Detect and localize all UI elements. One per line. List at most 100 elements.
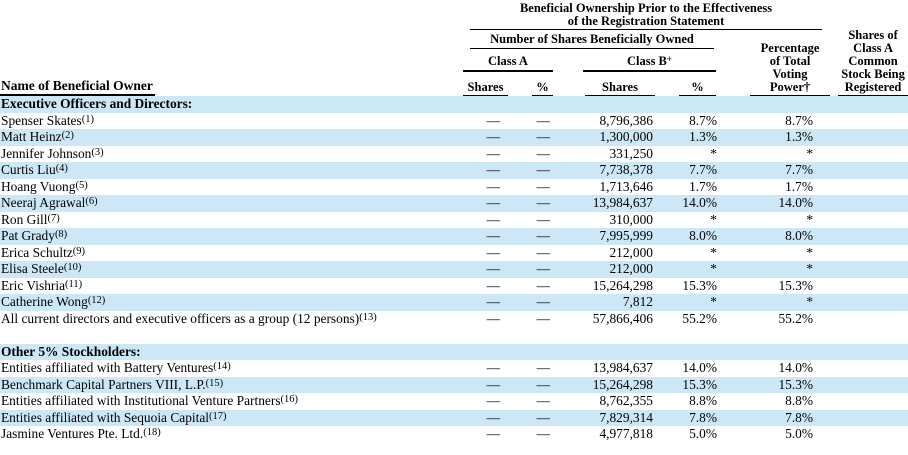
cell-class-a-shares: — xyxy=(486,360,500,376)
cell-voting-power: 14.0% xyxy=(778,360,814,376)
cell-class-a-percent: — xyxy=(536,426,550,442)
owner-name: Neeraj Agrawal xyxy=(1,195,86,211)
cell-class-a-percent: — xyxy=(536,244,550,260)
cell-registered-shares xyxy=(830,113,908,130)
cell-class-a-percent: — xyxy=(536,211,550,227)
table-row: Jasmine Ventures Pte. Ltd.(18) — — 4,977,81… xyxy=(0,426,908,443)
cell-class-b-percent: 14.0% xyxy=(682,360,717,376)
footnote-ref: (2) xyxy=(61,130,74,142)
cell-class-b-percent: * xyxy=(710,244,717,260)
cell-class-a-percent: — xyxy=(536,261,550,277)
cell-class-b-shares: 13,984,637 xyxy=(592,195,653,211)
owner-name-cell: Neeraj Agrawal(6) xyxy=(0,195,463,212)
footnote-ref: (17) xyxy=(209,410,227,422)
footnote-ref: (9) xyxy=(72,245,86,257)
owner-name: Catherine Wong xyxy=(1,294,88,310)
number-of-shares-text: Number of Shares Beneficially Owned xyxy=(470,33,714,49)
spacer-row xyxy=(0,327,908,344)
cell-class-a-percent: — xyxy=(536,310,550,326)
cell-class-b-shares: 4,977,818 xyxy=(599,426,653,442)
spacer-cell xyxy=(0,327,908,344)
owner-name-cell: Erica Schultz(9) xyxy=(0,245,463,262)
cell-class-a-percent: — xyxy=(536,178,550,194)
cell-registered-shares xyxy=(830,360,908,377)
owner-name: Matt Heinz xyxy=(1,129,62,145)
cell-class-b-percent: * xyxy=(710,211,717,227)
owner-name: All current directors and executive offi… xyxy=(1,310,360,326)
cell-class-b-percent: 15.3% xyxy=(682,277,717,293)
cell-class-a-percent: — xyxy=(536,393,550,409)
owner-name: Erica Schultz xyxy=(1,244,73,260)
cell-class-b-shares: 7,829,314 xyxy=(599,409,653,425)
table-row: Ron Gill(7) — — 310,000 * * xyxy=(0,212,908,229)
cell-voting-power: 8.0% xyxy=(785,228,814,244)
cell-class-b-shares: 1,713,646 xyxy=(599,178,653,194)
class-b-superscript: + xyxy=(666,54,673,64)
cell-class-a-shares: — xyxy=(486,310,500,326)
section-header-row: Executive Officers and Directors: xyxy=(0,96,908,113)
table-body: Executive Officers and Directors: Spenser… xyxy=(0,96,908,443)
cell-class-b-shares: 310,000 xyxy=(609,211,653,227)
cell-class-a-percent: — xyxy=(536,277,550,293)
table-row: Matt Heinz(2) — — 1,300,000 1.3% 1.3% xyxy=(0,129,908,146)
owner-name: Spenser Skates xyxy=(1,112,82,128)
number-of-shares-header: Number of Shares Beneficially Owned xyxy=(463,30,718,49)
table-row: Eric Vishria(11) — — 15,264,298 15.3% 15.3% xyxy=(0,278,908,295)
cell-registered-shares xyxy=(830,162,908,179)
cell-class-b-shares: 212,000 xyxy=(609,244,653,260)
cell-class-b-shares: 15,264,298 xyxy=(592,376,653,392)
cell-class-a-shares: — xyxy=(486,145,500,161)
table-row: Pat Grady(8) — — 7,995,999 8.0% 8.0% xyxy=(0,228,908,245)
owner-name: Benchmark Capital Partners VIII, L.P. xyxy=(1,376,206,392)
class-b-label: Class B xyxy=(626,54,667,68)
table-header: Name of Beneficial Owner Beneficial Owne… xyxy=(0,0,908,96)
header-row-4: Shares % Shares % xyxy=(0,72,908,96)
cell-class-a-shares: — xyxy=(486,162,500,178)
registered-shares-header: Shares of Class A Common Stock Being Registe… xyxy=(830,0,908,96)
table-row: Catherine Wong(12) — — 7,812 * * xyxy=(0,294,908,311)
owner-name-cell: Hoang Vuong(5) xyxy=(0,179,463,196)
table-row: Hoang Vuong(5) — — 1,713,646 1.7% 1.7% xyxy=(0,179,908,196)
cell-registered-shares xyxy=(830,393,908,410)
header-row-3: Class A Class B+ xyxy=(0,49,908,72)
owner-name: Jasmine Ventures Pte. Ltd. xyxy=(1,426,144,442)
cell-class-b-shares: 212,000 xyxy=(609,261,653,277)
header-row-1: Name of Beneficial Owner Beneficial Owne… xyxy=(0,0,908,96)
cell-class-a-percent: — xyxy=(536,129,550,145)
owner-name: Entities affiliated with Battery Venture… xyxy=(1,360,214,376)
owner-name: Entities affiliated with Sequoia Capital xyxy=(1,409,210,425)
section-title: Executive Officers and Directors: xyxy=(1,96,193,112)
cell-registered-shares xyxy=(830,129,908,146)
cell-class-b-percent: * xyxy=(710,294,717,310)
cell-voting-power: * xyxy=(806,294,814,310)
cell-voting-power: 8.7% xyxy=(785,112,814,128)
cell-voting-power: 14.0% xyxy=(778,195,814,211)
cell-class-b-shares: 8,762,355 xyxy=(599,393,653,409)
owner-name-cell: Jennifer Johnson(3) xyxy=(0,146,463,163)
footnote-ref: (3) xyxy=(91,146,104,158)
footnote-ref: (11) xyxy=(65,278,83,290)
footnote-ref: (6) xyxy=(85,196,98,208)
header-row-2: Number of Shares Beneficially Owned Perc… xyxy=(0,30,908,96)
class-a-shares-header: Shares xyxy=(463,72,508,96)
footnote-ref: (16) xyxy=(280,394,299,406)
table-row: All current directors and executive offi… xyxy=(0,311,908,328)
cell-class-b-percent: 55.2% xyxy=(682,310,717,326)
cell-voting-power: * xyxy=(806,261,814,277)
cell-class-a-percent: — xyxy=(536,162,550,178)
cell-registered-shares xyxy=(830,146,908,163)
table-row: Neeraj Agrawal(6) — — 13,984,637 14.0% 14.0% xyxy=(0,195,908,212)
cell-voting-power: * xyxy=(806,211,814,227)
cell-class-b-percent: 7.8% xyxy=(689,409,717,425)
footnote-ref: (10) xyxy=(63,262,82,274)
owner-name-cell: Ron Gill(7) xyxy=(0,212,463,229)
cell-registered-shares xyxy=(830,179,908,196)
owner-name: Jennifer Johnson xyxy=(1,145,92,161)
owner-name-cell: Jasmine Ventures Pte. Ltd.(18) xyxy=(0,426,463,443)
footnote-ref: (12) xyxy=(87,295,106,307)
footnote-ref: (15) xyxy=(205,377,224,389)
owner-name: Pat Grady xyxy=(1,228,55,244)
cell-class-b-percent: 8.7% xyxy=(689,112,717,128)
section-title: Other 5% Stockholders: xyxy=(1,343,141,359)
